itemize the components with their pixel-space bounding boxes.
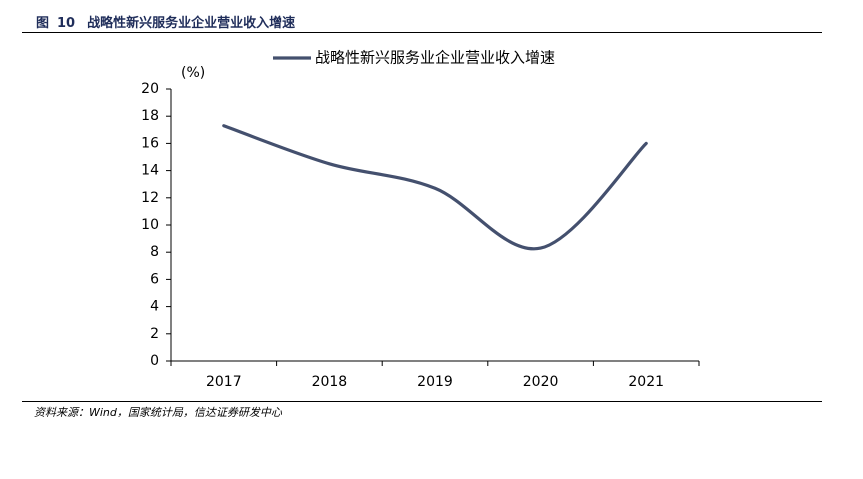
y-tick-label: 2 bbox=[150, 326, 159, 342]
y-tick-label: 6 bbox=[150, 271, 159, 287]
y-tick-label: 12 bbox=[141, 190, 159, 206]
y-tick-label: 4 bbox=[150, 299, 159, 315]
figure-footer-rule bbox=[22, 401, 822, 402]
y-tick-label: 18 bbox=[141, 108, 159, 124]
y-tick-label: 16 bbox=[141, 135, 159, 151]
x-tick-label: 2019 bbox=[417, 374, 453, 390]
x-tick-label: 2020 bbox=[523, 374, 559, 390]
source-note: 资料来源：Wind，国家统计局，信达证券研发中心 bbox=[34, 406, 282, 419]
legend-label: 战略性新兴服务业企业营业收入增速 bbox=[315, 49, 555, 67]
x-tick-label: 2017 bbox=[206, 374, 242, 390]
y-tick-label: 20 bbox=[141, 81, 159, 97]
x-tick-label: 2018 bbox=[312, 374, 348, 390]
figure-number: 10 bbox=[57, 16, 76, 31]
figure-title: 图 10 战略性新兴服务业企业营业收入增速 bbox=[36, 12, 295, 31]
figure-header: 图 10 战略性新兴服务业企业营业收入增速 bbox=[22, 8, 822, 33]
series-line bbox=[222, 124, 648, 251]
figure-title-text: 战略性新兴服务业企业营业收入增速 bbox=[87, 16, 296, 31]
y-tick-label: 8 bbox=[150, 244, 159, 260]
figure-label: 图 bbox=[36, 16, 50, 31]
y-axis-unit: (%) bbox=[181, 65, 205, 81]
x-tick-label: 2021 bbox=[628, 374, 664, 390]
y-tick-label: 10 bbox=[141, 217, 159, 233]
y-tick-label: 0 bbox=[150, 353, 159, 369]
y-tick-label: 14 bbox=[141, 163, 159, 179]
